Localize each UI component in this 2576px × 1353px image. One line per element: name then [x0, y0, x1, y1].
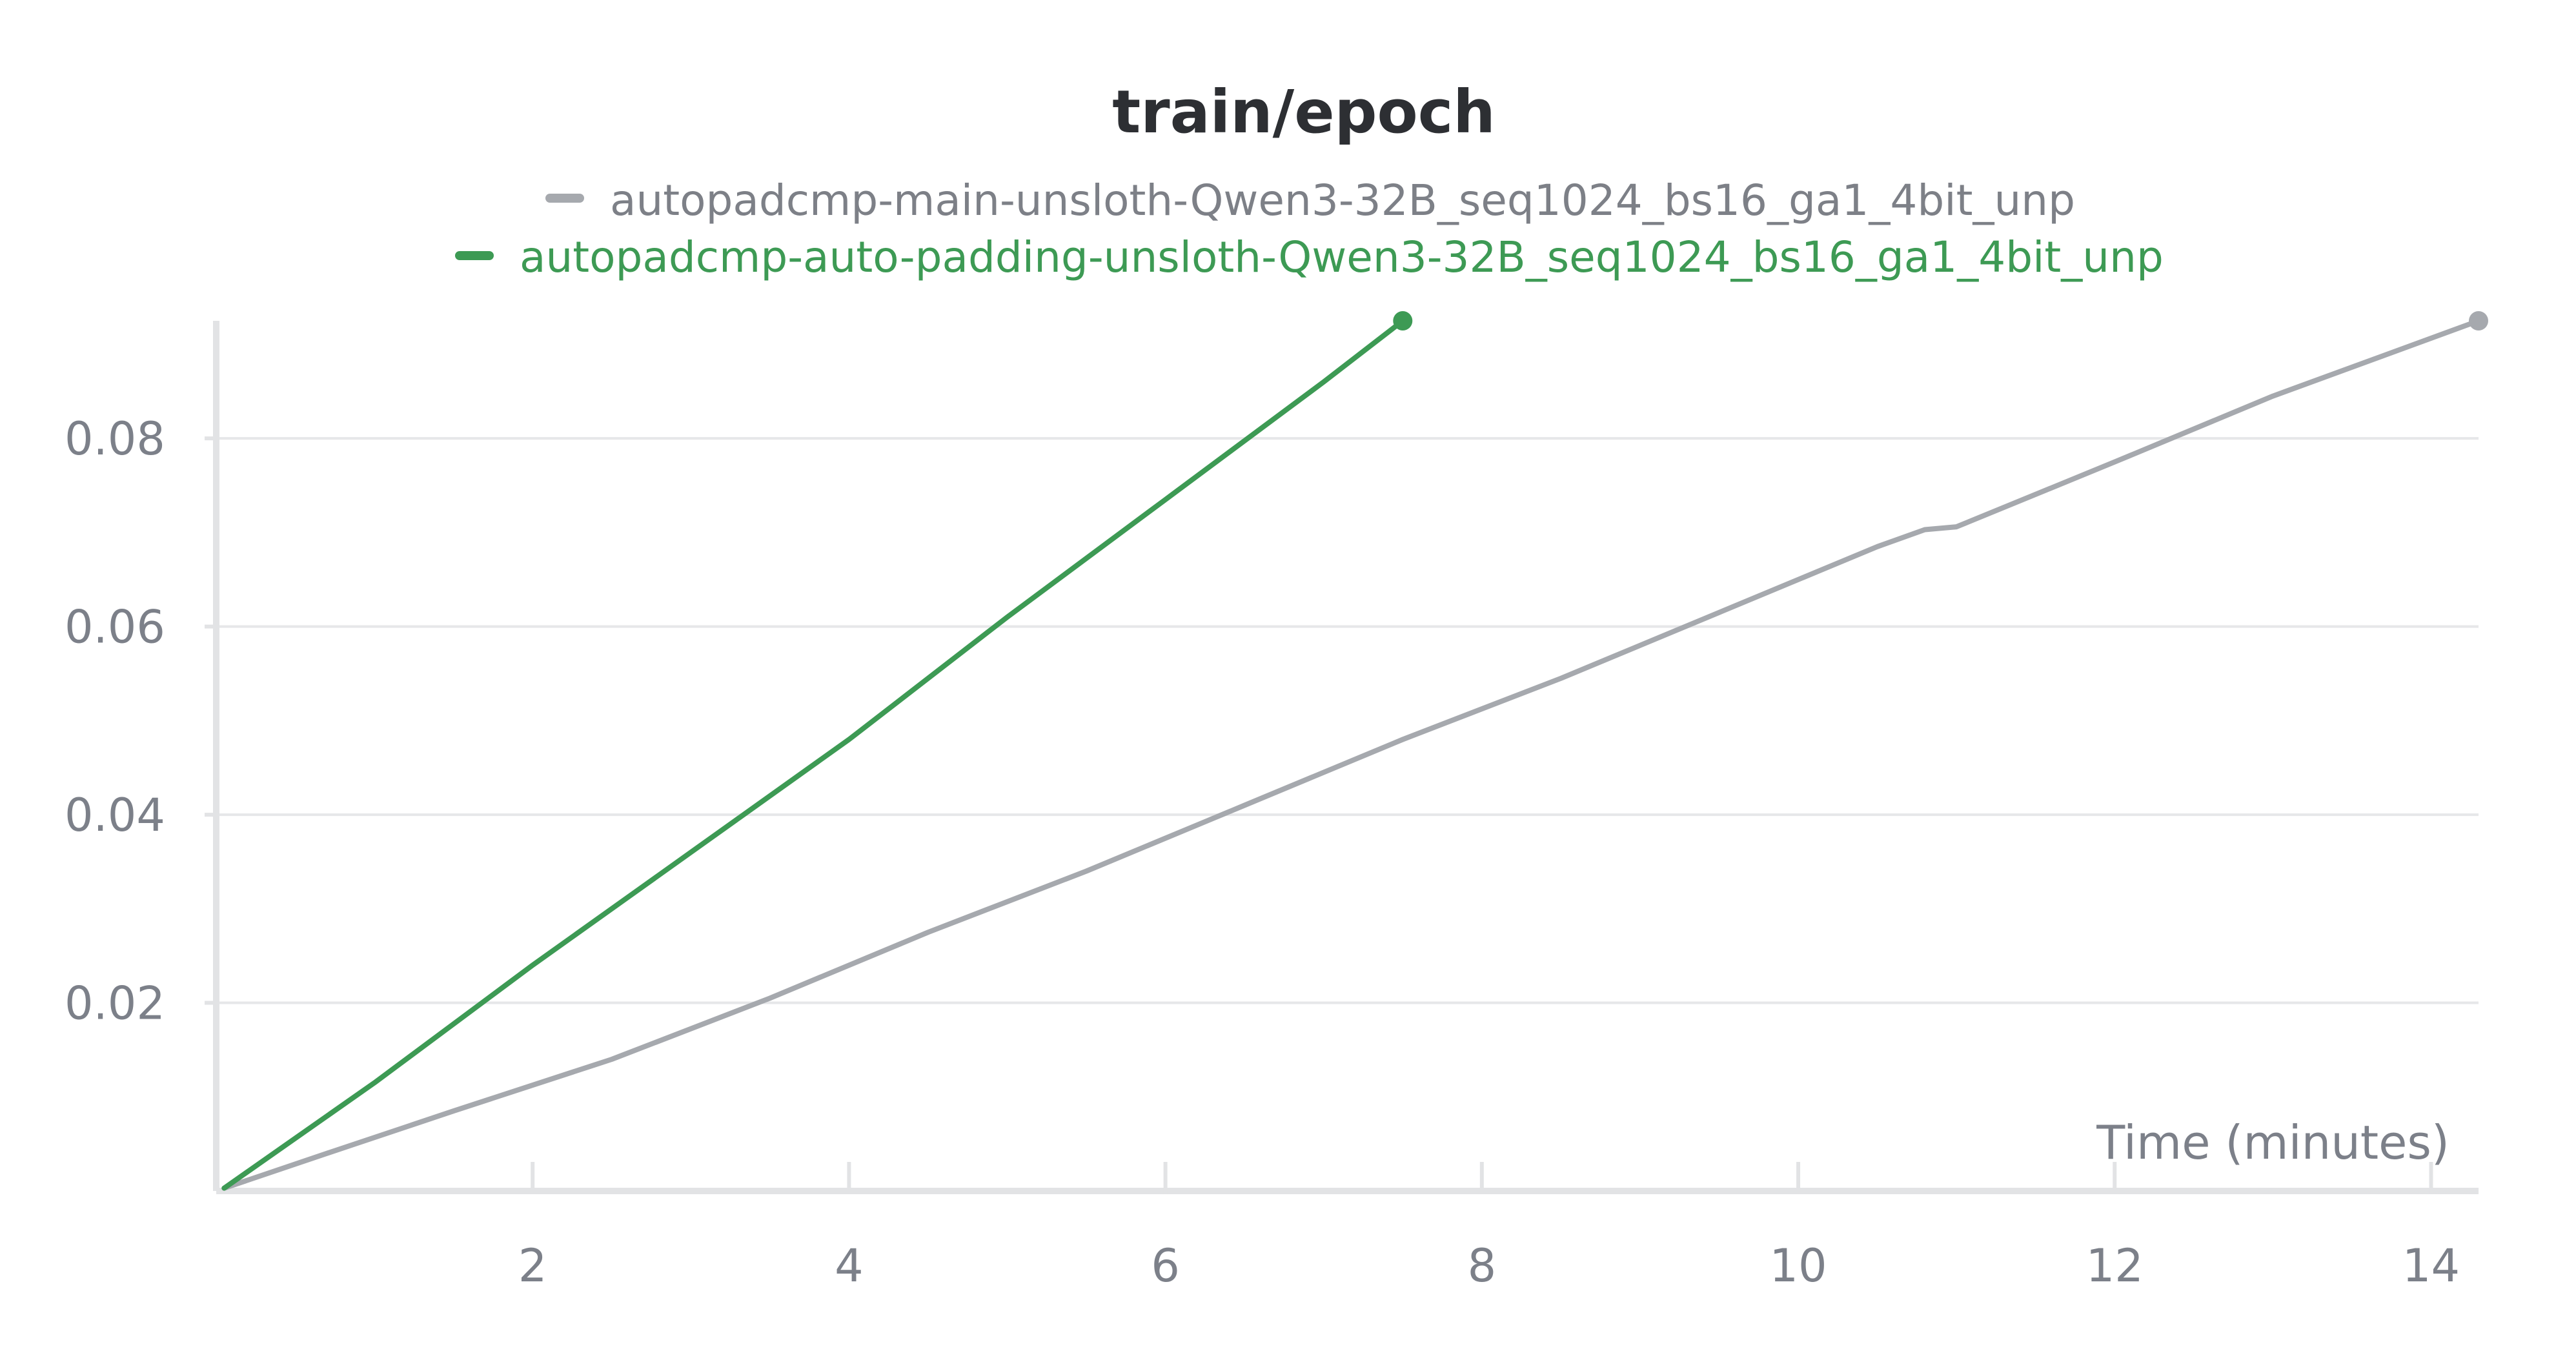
x-tick-label: 6	[1151, 1239, 1180, 1292]
y-tick-label: 0.02	[65, 977, 165, 1030]
x-tick-label: 12	[2086, 1239, 2144, 1292]
series-end-point-1[interactable]	[1393, 311, 1413, 331]
x-axis-title: Time (minutes)	[2096, 1115, 2449, 1170]
series-line-1[interactable]	[221, 318, 1406, 1191]
y-tick-label: 0.08	[65, 412, 165, 465]
legend-label-auto-padding: autopadcmp-auto-padding-unsloth-Qwen3-32…	[520, 232, 2164, 282]
x-tick-label: 14	[2402, 1239, 2460, 1292]
series-end-point-0[interactable]	[2469, 311, 2488, 331]
x-tick-label: 4	[835, 1239, 864, 1292]
axes	[213, 321, 2479, 1194]
legend-label-main: autopadcmp-main-unsloth-Qwen3-32B_seq102…	[610, 176, 2075, 225]
x-tick-label: 10	[1770, 1239, 1827, 1292]
x-tick-label: 2	[518, 1239, 547, 1292]
legend: autopadcmp-main-unsloth-Qwen3-32B_seq102…	[455, 176, 2164, 282]
y-tick-label: 0.06	[65, 601, 165, 654]
legend-entry-main[interactable]: autopadcmp-main-unsloth-Qwen3-32B_seq102…	[545, 176, 2075, 225]
legend-entry-auto-padding[interactable]: autopadcmp-auto-padding-unsloth-Qwen3-32…	[455, 232, 2164, 282]
grid	[216, 437, 2479, 1004]
legend-swatch-auto-padding	[455, 251, 494, 260]
series-line-0[interactable]	[221, 318, 2481, 1191]
y-tick-label: 0.04	[65, 789, 165, 842]
x-tick-label: 8	[1468, 1239, 1497, 1292]
chart-title: train/epoch	[1112, 77, 1496, 147]
legend-swatch-main	[545, 194, 584, 203]
series	[221, 311, 2488, 1191]
ticks: 0.02 0.04 0.06 0.08 2 4 6 8 10 12 14	[65, 412, 2460, 1292]
